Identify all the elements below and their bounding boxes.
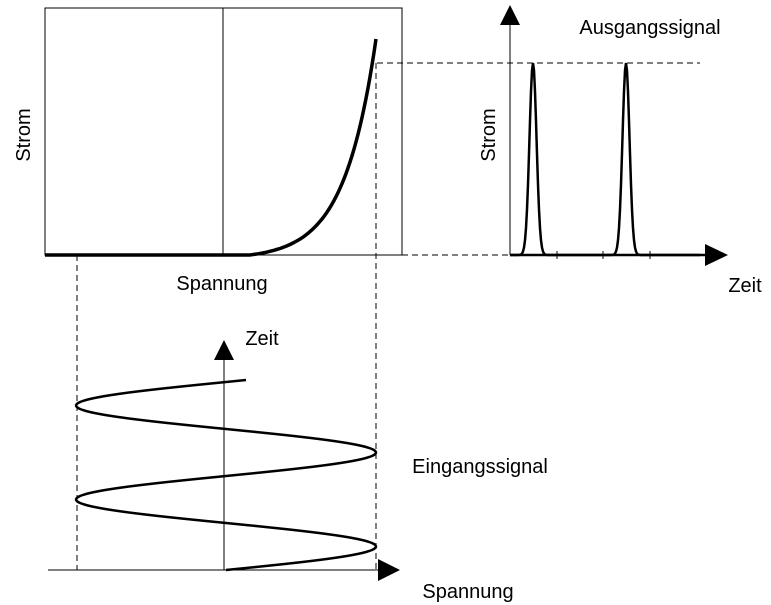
arrow-head	[500, 5, 520, 25]
y-axis-label: Zeit	[245, 328, 279, 350]
x-axis-label: Spannung	[422, 581, 513, 603]
y-axis-label: Strom	[13, 108, 35, 161]
plot-title: Ausgangssignal	[579, 17, 720, 39]
x-axis-label: Zeit	[728, 275, 762, 297]
arrow-head	[214, 340, 234, 360]
arrow-head	[705, 244, 728, 266]
arrow-head	[378, 559, 400, 581]
output-pulses	[510, 62, 700, 257]
plot-title: Eingangssignal	[412, 456, 548, 478]
diode-curve	[45, 38, 378, 257]
input-sine	[74, 378, 378, 572]
y-axis-label: Strom	[478, 108, 500, 161]
x-axis-label: Spannung	[176, 273, 267, 295]
